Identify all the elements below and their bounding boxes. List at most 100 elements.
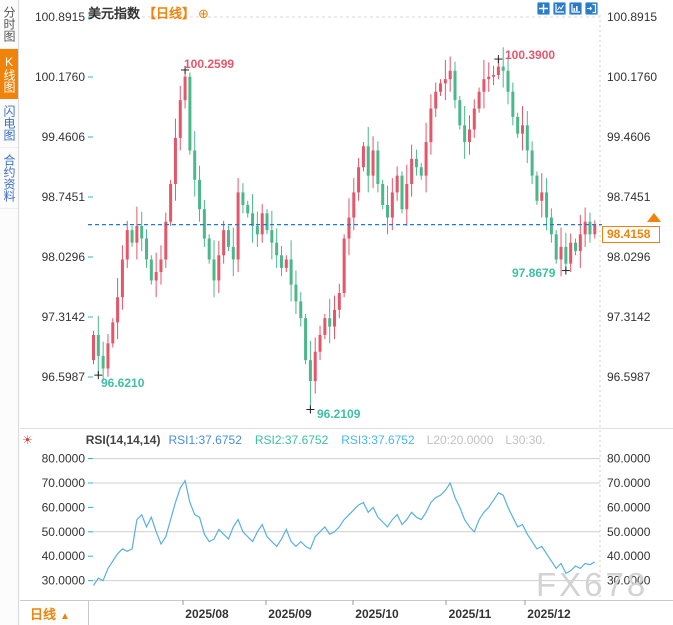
candle-body bbox=[588, 221, 592, 235]
y-axis-label-right: 100.1760 bbox=[607, 70, 657, 84]
panel-separator bbox=[20, 428, 673, 429]
candle-body bbox=[275, 242, 279, 256]
y-axis-label-left: 97.3142 bbox=[42, 310, 86, 324]
rsi-name-label: RSI(14,14,14) bbox=[85, 433, 161, 447]
sidebar-item-lightning-chart[interactable]: 闪电图 bbox=[0, 99, 18, 148]
sidebar-item-contract-info[interactable]: 合约资料 bbox=[0, 148, 18, 209]
rsi-y-label-right: 60.0000 bbox=[607, 500, 651, 514]
candle-body bbox=[578, 234, 582, 252]
chart-toolbar bbox=[537, 2, 598, 15]
candle-body bbox=[376, 150, 380, 185]
candle-body bbox=[328, 318, 332, 327]
candle-body bbox=[212, 259, 216, 281]
period-selector-button[interactable]: 日线 ▲ bbox=[30, 604, 70, 623]
sidebar-item-time-chart[interactable]: 分时图 bbox=[0, 0, 18, 49]
candle-body bbox=[419, 167, 423, 176]
candle-body bbox=[390, 192, 394, 218]
candle-body bbox=[294, 284, 298, 302]
price-up-arrow-icon bbox=[647, 213, 661, 222]
candle-body bbox=[125, 230, 129, 260]
candle-body bbox=[308, 360, 312, 382]
annotation-low-2: 96.2109 bbox=[317, 407, 361, 421]
rsi-y-label-left: 40.0000 bbox=[42, 549, 86, 563]
annotation-low-3: 97.8679 bbox=[512, 266, 556, 280]
sidebar-item-candle-chart[interactable]: K线图 bbox=[0, 49, 18, 99]
candle-body bbox=[414, 158, 418, 168]
rsi-l30-label: L30:30. bbox=[505, 433, 546, 447]
crosshair-pan-icon[interactable] bbox=[537, 2, 550, 15]
rsi-indicator-header: ☀ RSI(14,14,14) RSI1:37.6752 RSI2:37.675… bbox=[0, 431, 673, 449]
rsi-y-label-left: 60.0000 bbox=[42, 500, 86, 514]
period-tag: 【日线】 bbox=[143, 6, 196, 21]
candle-body bbox=[270, 230, 274, 243]
candle-body bbox=[202, 209, 206, 239]
y-axis-label-left: 100.1760 bbox=[35, 70, 85, 84]
candle-body bbox=[145, 238, 149, 260]
candle-body bbox=[477, 91, 481, 109]
annotation-high-1: 100.2599 bbox=[184, 57, 235, 71]
candle-body bbox=[120, 259, 124, 298]
candle-body bbox=[198, 179, 202, 210]
candle-body bbox=[236, 192, 240, 260]
candle-body bbox=[337, 293, 341, 310]
candle-body bbox=[246, 204, 250, 214]
rsi-y-label-right: 50.0000 bbox=[607, 525, 651, 539]
candle-body bbox=[289, 259, 293, 285]
candle-body bbox=[395, 175, 399, 193]
candle-body bbox=[540, 192, 544, 201]
candle-body bbox=[549, 217, 553, 235]
candle-body bbox=[520, 125, 524, 134]
candle-body bbox=[439, 83, 443, 92]
rsi-y-label-left: 70.0000 bbox=[42, 476, 86, 490]
candle-body bbox=[207, 238, 211, 260]
chart-title: 美元指数 【日线】 ⊕ bbox=[88, 3, 209, 22]
candle-body bbox=[342, 238, 346, 294]
candle-body bbox=[251, 213, 255, 226]
candle-body bbox=[135, 225, 139, 243]
candle-body bbox=[347, 217, 351, 239]
candle-body bbox=[482, 79, 486, 92]
y-axis-label-left: 96.5987 bbox=[42, 370, 86, 384]
candle-body bbox=[434, 91, 438, 109]
candle-body bbox=[217, 255, 221, 281]
candle-body bbox=[260, 213, 264, 235]
bottom-axis-border bbox=[20, 600, 673, 601]
axis-zoom-icon[interactable] bbox=[569, 2, 582, 15]
add-indicator-icon[interactable]: ⊕ bbox=[198, 6, 209, 21]
candle-body bbox=[178, 100, 182, 138]
candle-body bbox=[323, 318, 327, 335]
candle-body bbox=[106, 343, 110, 369]
y-axis-label-right: 98.7451 bbox=[607, 190, 651, 204]
rsi1-value-label: RSI1:37.6752 bbox=[168, 433, 242, 447]
axis-range-icon[interactable] bbox=[553, 2, 566, 15]
candle-body bbox=[569, 242, 573, 264]
indicator-settings-icon[interactable]: ☀ bbox=[22, 433, 33, 447]
exit-chart-icon[interactable] bbox=[585, 2, 598, 15]
x-axis-label: 2025/11 bbox=[449, 607, 492, 621]
candle-body bbox=[352, 192, 356, 218]
candle-body bbox=[241, 192, 245, 205]
candle-body bbox=[164, 221, 168, 260]
rsi-y-label-right: 40.0000 bbox=[607, 549, 651, 563]
candle-body bbox=[333, 309, 336, 327]
candle-body bbox=[574, 242, 577, 252]
candle-body bbox=[255, 225, 259, 235]
current-price-tag: 98.4158 bbox=[602, 226, 660, 243]
candle-body bbox=[265, 213, 269, 231]
candle-body bbox=[366, 146, 370, 176]
candle-body bbox=[467, 129, 471, 143]
y-axis-label-left: 98.0296 bbox=[42, 250, 86, 264]
candle-body bbox=[169, 184, 173, 222]
candle-body bbox=[130, 230, 134, 243]
instrument-name: 美元指数 bbox=[88, 6, 141, 21]
candle-body bbox=[173, 137, 177, 185]
candle-body bbox=[381, 184, 385, 205]
y-axis-label-left: 99.4606 bbox=[42, 130, 86, 144]
candle-body bbox=[116, 297, 120, 323]
candle-body bbox=[386, 204, 390, 218]
candle-body bbox=[564, 246, 568, 264]
rsi-l20-label: L20:20.0000 bbox=[426, 433, 494, 447]
candle-body bbox=[501, 66, 505, 71]
